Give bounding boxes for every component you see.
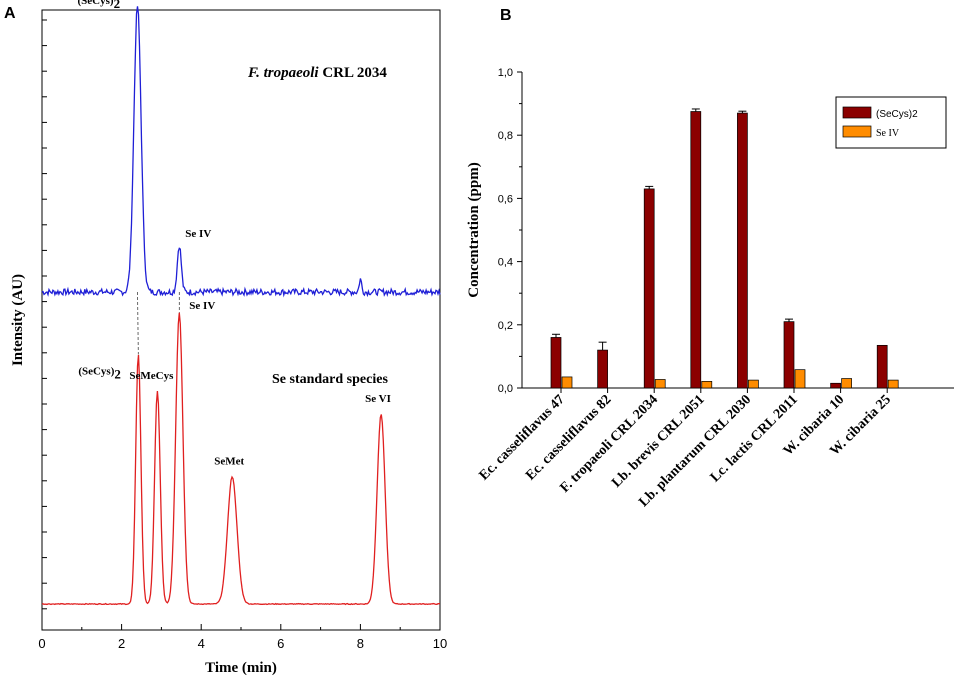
legend-label-se-iv: Se IV bbox=[876, 128, 900, 139]
bar-se-iv bbox=[887, 379, 899, 389]
trace-blue-name: F. tropaeoli CRL 2034 bbox=[247, 65, 387, 81]
panel-b-label: B bbox=[500, 7, 512, 24]
x-tick-label: 6 bbox=[277, 636, 284, 651]
peak-label-subscript: 2 bbox=[114, 0, 121, 11]
panel-a-x-axis-label: Time (min) bbox=[205, 660, 277, 676]
y-tick-label: 1,0 bbox=[498, 67, 513, 79]
bar-secys2 bbox=[830, 382, 841, 389]
x-tick-label: 10 bbox=[433, 636, 447, 651]
panel-a-frame bbox=[41, 9, 441, 631]
bar-se-iv bbox=[748, 379, 759, 389]
panel-b-bars bbox=[550, 108, 899, 389]
peak-label: Se VI bbox=[365, 393, 391, 405]
bar-se-iv bbox=[841, 378, 852, 389]
panel-a-y-axis-label: Intensity (AU) bbox=[10, 274, 26, 366]
trace-blue-name-rest: CRL 2034 bbox=[319, 65, 388, 81]
peak-label-subscript: 2 bbox=[114, 366, 121, 381]
panel-b-bar-chart: B 0,0 0,2 0,4 0,6 0,8 1,0 Ec. casseliflavus 4… bbox=[466, 7, 954, 510]
panel-a-peak-labels: (SeCys)2 Se IV (SeCys)2 SeMeCys Se IV SeMet Se… bbox=[78, 0, 391, 468]
panel-b-y-axis-label: Concentration (ppm) bbox=[466, 162, 482, 297]
x-tick-label: 8 bbox=[357, 636, 364, 651]
peak-label: SeMeCys bbox=[129, 370, 174, 382]
category-label: Lc. lactis CRL 2011 bbox=[708, 392, 801, 485]
legend-box bbox=[835, 96, 947, 149]
bar-secys2 bbox=[550, 337, 562, 389]
y-tick-label: 0,6 bbox=[498, 193, 513, 205]
panel-b-y-ticks: 0,0 0,2 0,4 0,6 0,8 1,0 bbox=[498, 67, 522, 395]
x-tick-label: 0 bbox=[38, 636, 45, 651]
peak-label: Se IV bbox=[185, 228, 211, 240]
legend-label-secys2: (SeCys)2 bbox=[876, 109, 918, 120]
trace-sample bbox=[41, 6, 441, 298]
trace-blue-name-italic: F. tropaeoli bbox=[247, 65, 319, 81]
bar-secys2 bbox=[643, 188, 655, 389]
bar-se-iv bbox=[654, 379, 666, 389]
category-label: Ec. casseliflavus 82 bbox=[523, 392, 614, 483]
legend-swatch-secys2 bbox=[842, 106, 872, 119]
bar-secys2 bbox=[876, 344, 888, 389]
trace-red-name: Se standard species bbox=[272, 372, 388, 387]
peak-label: (SeCys)2 bbox=[78, 0, 121, 11]
bar-secys2 bbox=[597, 349, 608, 389]
legend-swatch-se-iv bbox=[842, 125, 872, 138]
bar-secys2 bbox=[783, 321, 795, 389]
category-label: Lb. brevis CRL 2051 bbox=[609, 392, 707, 490]
panel-a-chromatogram: A 0 2 4 6 8 10 (SeCys)2 Se IV (SeCys)2 SeMeCys Se… bbox=[4, 0, 447, 676]
panel-a-dashed-links bbox=[137, 291, 180, 355]
y-tick-label: 0,4 bbox=[498, 257, 513, 269]
panel-b-legend: (SeCys)2 Se IV bbox=[835, 96, 947, 149]
x-tick-label: 4 bbox=[198, 636, 205, 651]
y-tick-label: 0,2 bbox=[498, 320, 513, 332]
bar-secys2 bbox=[737, 112, 748, 389]
bar-se-iv bbox=[561, 376, 573, 389]
trace-standard bbox=[41, 312, 440, 606]
bar-se-iv bbox=[794, 369, 806, 389]
panel-a-traces bbox=[41, 6, 441, 606]
y-tick-label: 0,0 bbox=[498, 383, 513, 395]
category-label: Ec. casseliflavus 47 bbox=[477, 392, 568, 483]
y-tick-label: 0,8 bbox=[498, 130, 513, 142]
bar-secys2 bbox=[690, 111, 702, 389]
x-tick-label: 2 bbox=[118, 636, 125, 651]
bar-se-iv bbox=[701, 381, 713, 389]
peak-label: SeMet bbox=[214, 456, 244, 468]
peak-label: Se IV bbox=[189, 300, 215, 312]
peak-label: (SeCys)2 bbox=[78, 365, 121, 381]
dashed-link bbox=[137, 291, 139, 355]
panel-a-label: A bbox=[4, 5, 16, 22]
panel-a-ticks: 0 2 4 6 8 10 bbox=[38, 19, 447, 651]
